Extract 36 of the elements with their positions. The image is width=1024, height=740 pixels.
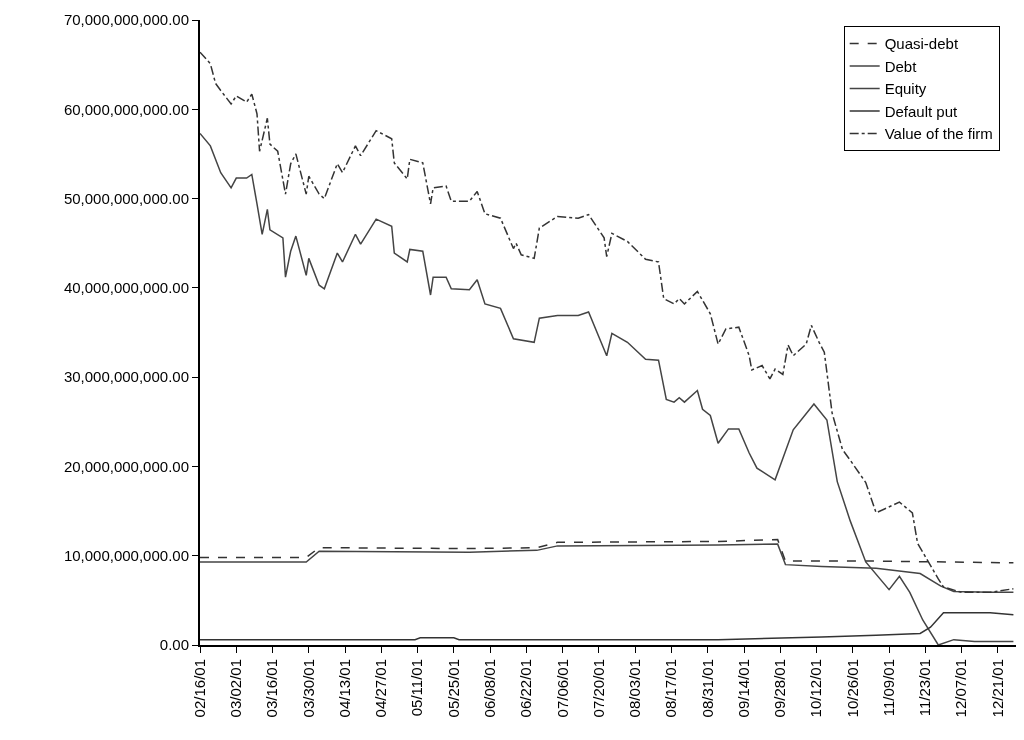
- x-tick-label: 08/31/01: [698, 659, 716, 718]
- y-tick-label: 30,000,000,000.00: [63, 368, 189, 386]
- legend-label: Value of the firm: [884, 125, 993, 143]
- x-tick-label: 05/11/01: [408, 659, 426, 717]
- x-tick-label: 02/16/01: [190, 659, 208, 718]
- y-tick-label: 10,000,000,000.00: [63, 546, 189, 564]
- x-tick-label: 03/16/01: [263, 659, 281, 718]
- x-tick-label: 03/02/01: [227, 659, 245, 718]
- x-tick-label: 08/17/01: [662, 659, 680, 718]
- y-tick-label: 20,000,000,000.00: [63, 457, 189, 475]
- legend-label: Default put: [884, 102, 959, 120]
- x-tick-label: 10/26/01: [843, 659, 861, 718]
- x-tick-label: 11/09/01: [879, 659, 897, 717]
- x-tick-label: 05/25/01: [444, 659, 462, 718]
- x-tick-label: 04/27/01: [372, 659, 390, 718]
- x-tick-label: 07/20/01: [589, 659, 607, 718]
- y-tick-label: 40,000,000,000.00: [63, 279, 189, 297]
- x-tick-label: 03/30/01: [299, 659, 317, 718]
- x-tick-label: 08/03/01: [626, 659, 644, 718]
- legend-label: Quasi-debt: [884, 35, 959, 53]
- x-tick-label: 06/08/01: [481, 659, 499, 718]
- x-tick-label: 10/12/01: [807, 659, 825, 718]
- x-tick-label: 07/06/01: [553, 659, 571, 718]
- y-tick-label: 50,000,000,000.00: [63, 189, 189, 207]
- x-tick-label: 11/23/01: [916, 659, 934, 717]
- x-tick-label: 09/28/01: [771, 659, 789, 718]
- legend-label: Debt: [884, 57, 918, 75]
- x-tick-label: 06/22/01: [517, 659, 535, 718]
- legend-label: Equity: [884, 80, 927, 98]
- y-tick-label: 0.00: [159, 636, 189, 654]
- x-tick-label: 12/07/01: [952, 659, 970, 718]
- y-tick-label: 60,000,000,000.00: [63, 100, 189, 118]
- x-tick-label: 09/14/01: [734, 659, 752, 718]
- y-tick-label: 70,000,000,000.00: [63, 11, 189, 29]
- x-tick-label: 04/13/01: [335, 659, 353, 718]
- x-tick-label: 12/21/01: [988, 659, 1006, 718]
